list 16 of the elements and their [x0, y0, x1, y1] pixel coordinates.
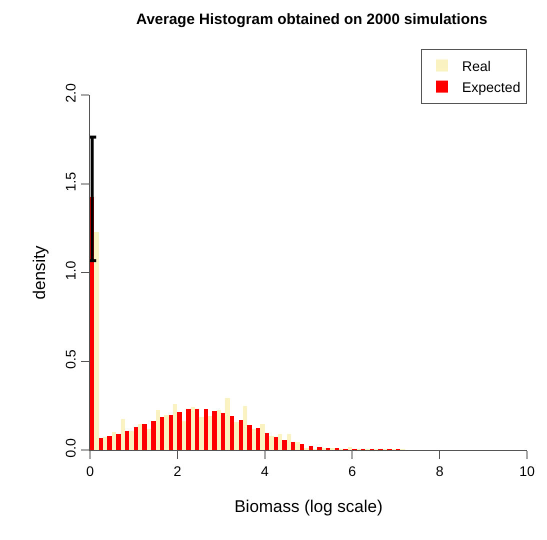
x-tick-label: 10 [519, 462, 535, 479]
legend-label: Real [462, 58, 491, 74]
y-axis-title: density [30, 245, 49, 300]
x-tick-label: 4 [260, 462, 269, 479]
x-tick-label: 0 [86, 462, 94, 479]
x-axis-title: Biomass (log scale) [234, 497, 383, 516]
legend-label: Expected [462, 79, 520, 96]
y-tick-label: 1.5 [62, 172, 78, 192]
x-tick-label: 6 [348, 462, 356, 479]
y-tick-label: 0.5 [62, 349, 78, 369]
y-tick-label: 1.0 [62, 260, 78, 280]
x-tick-label: 8 [436, 462, 444, 479]
x-tick-label: 2 [174, 462, 182, 479]
y-tick-label: 2.0 [62, 82, 78, 103]
chart-title: Average Histogram obtained on 2000 simulations [136, 11, 488, 28]
y-tick-label: 0.0 [62, 438, 78, 458]
